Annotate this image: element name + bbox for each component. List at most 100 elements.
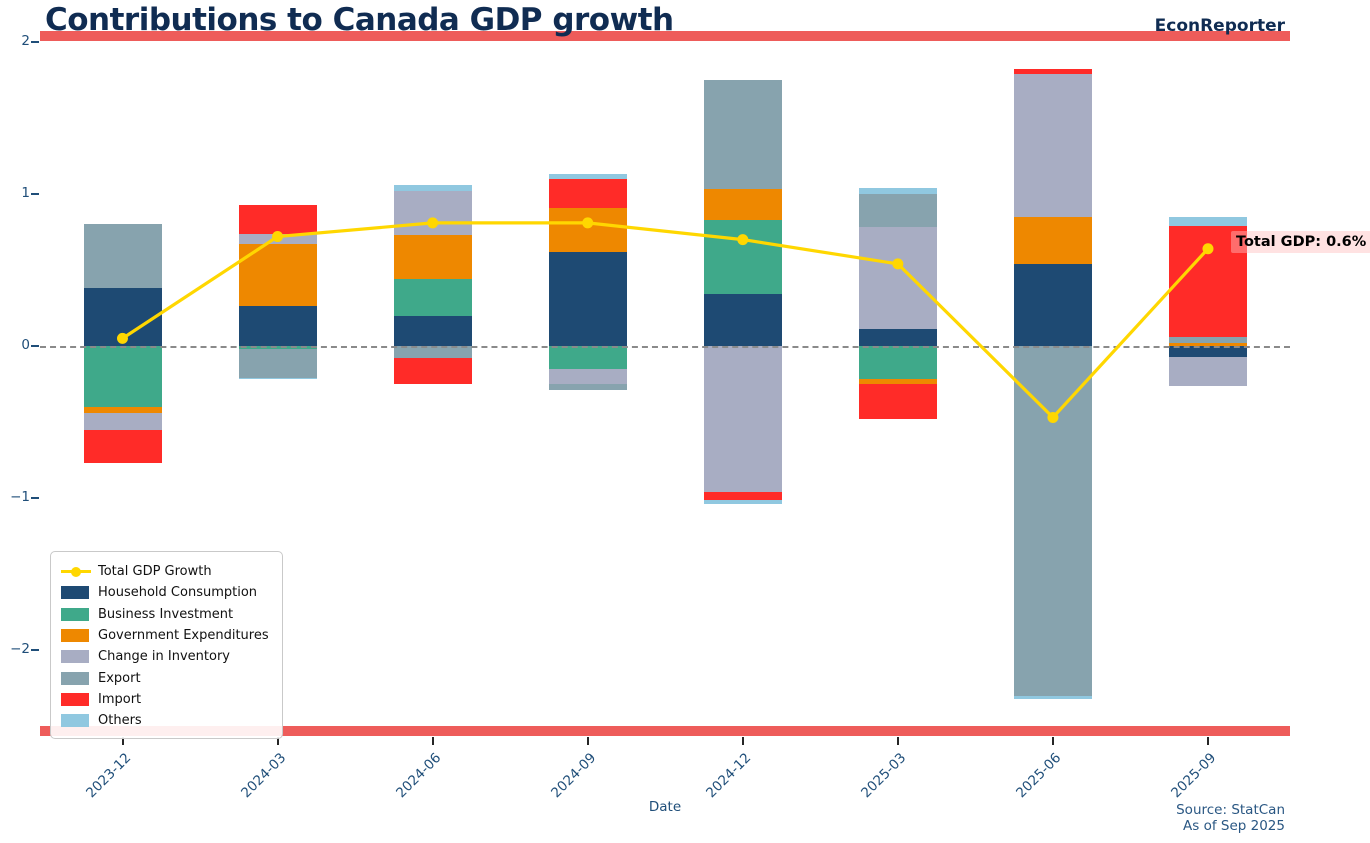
- x-tick-mark: [431, 737, 434, 745]
- bar-segment-export-2023-12: [83, 224, 162, 289]
- bar-segment-export-2025-03: [858, 194, 937, 228]
- bar-segment-change-in-inventory-2023-12: [83, 412, 162, 430]
- bar-segment-import-2025-06: [1013, 69, 1092, 74]
- legend-label: Business Investment: [98, 606, 234, 622]
- legend-item-export: Export: [61, 667, 282, 688]
- y-tick-label: 0: [21, 337, 30, 353]
- bar-segment-others-2024-06: [393, 184, 472, 191]
- bar-segment-government-expenditures-2024-03: [238, 244, 317, 307]
- source-line: Source: StatCan: [1176, 802, 1285, 818]
- bar-segment-government-expenditures-2024-06: [393, 235, 472, 280]
- bar-segment-import-2025-03: [858, 384, 937, 419]
- bar-segment-change-in-inventory-2024-09: [548, 368, 627, 384]
- bar-segment-others-2025-06: [1013, 695, 1092, 699]
- legend-color-swatch-icon: [61, 586, 89, 600]
- y-tick-mark: [31, 41, 39, 43]
- bar-segment-others-2024-03: [238, 377, 317, 380]
- x-tick-mark: [276, 737, 279, 745]
- legend-label: Others: [98, 713, 142, 729]
- x-tick-mark: [586, 737, 589, 745]
- bar-segment-change-in-inventory-2024-03: [238, 233, 317, 245]
- bar-segment-others-2024-12: [703, 499, 782, 505]
- bar-segment-export-2025-06: [1013, 346, 1092, 696]
- bar-segment-household-consumption-2025-06: [1013, 263, 1092, 346]
- asof-line: As of Sep 2025: [1183, 818, 1285, 834]
- bar-segment-change-in-inventory-2025-06: [1013, 73, 1092, 217]
- bottom-accent-bar: [40, 726, 1290, 736]
- chart-title: Contributions to Canada GDP growth: [45, 2, 674, 38]
- y-tick-mark: [31, 193, 39, 195]
- y-tick-label: 1: [21, 185, 30, 201]
- legend-color-swatch-icon: [61, 692, 89, 706]
- bar-segment-change-in-inventory-2024-06: [393, 190, 472, 236]
- bar-segment-export-2025-09: [1168, 336, 1247, 343]
- brand-logo: EconReporter: [1154, 16, 1285, 36]
- bar-segment-household-consumption-2023-12: [83, 288, 162, 346]
- legend-item-total-gdp-growth: Total GDP Growth: [61, 561, 282, 582]
- source-note: Source: StatCan As of Sep 2025: [1176, 802, 1285, 834]
- bar-segment-others-2025-03: [858, 187, 937, 194]
- bar-segment-government-expenditures-2024-12: [703, 189, 782, 220]
- bar-segment-business-investment-2025-03: [858, 346, 937, 380]
- bar-segment-others-2024-09: [548, 174, 627, 179]
- legend-color-swatch-icon: [61, 607, 89, 621]
- bar-segment-business-investment-2024-09: [548, 346, 627, 369]
- bar-segment-household-consumption-2024-06: [393, 315, 472, 346]
- bar-segment-export-2024-12: [703, 80, 782, 190]
- bar-segment-business-investment-2024-12: [703, 219, 782, 295]
- legend-label: Change in Inventory: [98, 649, 230, 665]
- bar-segment-household-consumption-2024-12: [703, 294, 782, 346]
- y-tick-mark: [31, 649, 39, 651]
- bar-segment-business-investment-2024-06: [393, 279, 472, 316]
- x-tick-mark: [1051, 737, 1054, 745]
- legend-label: Total GDP Growth: [98, 564, 212, 580]
- legend-item-change-in-inventory: Change in Inventory: [61, 646, 282, 667]
- bar-segment-change-in-inventory-2024-12: [703, 346, 782, 492]
- legend-item-import: Import: [61, 689, 282, 710]
- legend-label: Household Consumption: [98, 585, 258, 601]
- bar-segment-household-consumption-2025-03: [858, 329, 937, 346]
- bar-segment-others-2025-09: [1168, 216, 1247, 226]
- legend-color-swatch-icon: [61, 629, 89, 643]
- legend-label: Export: [98, 670, 141, 686]
- x-tick-mark: [1206, 737, 1209, 745]
- x-axis-title: Date: [648, 799, 682, 815]
- bar-segment-change-in-inventory-2025-09: [1168, 356, 1247, 386]
- legend-item-others: Others: [61, 710, 282, 731]
- bar-segment-import-2024-06: [393, 358, 472, 384]
- bar-segment-government-expenditures-2024-09: [548, 207, 627, 252]
- bar-segment-export-2024-09: [548, 384, 627, 391]
- legend-item-household-consumption: Household Consumption: [61, 582, 282, 603]
- x-tick-mark: [741, 737, 744, 745]
- bar-segment-import-2024-12: [703, 491, 782, 500]
- y-tick-mark: [31, 497, 39, 499]
- y-tick-label: 2: [21, 33, 30, 49]
- y-tick-mark: [31, 345, 39, 347]
- bar-segment-government-expenditures-2025-06: [1013, 216, 1092, 264]
- top-accent-bar: [40, 31, 1290, 41]
- legend: Total GDP Growth Household Consumption Bus…: [50, 551, 283, 740]
- legend-item-government-expenditures: Government Expenditures: [61, 625, 282, 646]
- bar-segment-household-consumption-2024-09: [548, 251, 627, 346]
- zero-gridline: [40, 346, 1290, 348]
- bar-segment-import-2024-03: [238, 204, 317, 234]
- total-gdp-annotation: Total GDP: 0.6%: [1231, 231, 1370, 253]
- bar-segment-change-in-inventory-2025-03: [858, 227, 937, 330]
- legend-line-swatch-icon: [61, 565, 91, 579]
- legend-label: Government Expenditures: [98, 628, 269, 644]
- y-tick-label: −2: [10, 641, 30, 657]
- x-tick-mark: [121, 737, 124, 745]
- y-tick-label: −1: [10, 489, 30, 505]
- bar-segment-import-2023-12: [83, 429, 162, 464]
- bar-segment-business-investment-2023-12: [83, 346, 162, 407]
- bar-segment-export-2024-03: [238, 349, 317, 378]
- legend-color-swatch-icon: [61, 650, 89, 664]
- bar-segment-household-consumption-2024-03: [238, 306, 317, 346]
- legend-color-swatch-icon: [61, 714, 89, 728]
- legend-item-business-investment: Business Investment: [61, 604, 282, 625]
- x-tick-mark: [896, 737, 899, 745]
- legend-color-swatch-icon: [61, 671, 89, 685]
- bar-segment-import-2024-09: [548, 178, 627, 208]
- legend-label: Import: [98, 691, 142, 707]
